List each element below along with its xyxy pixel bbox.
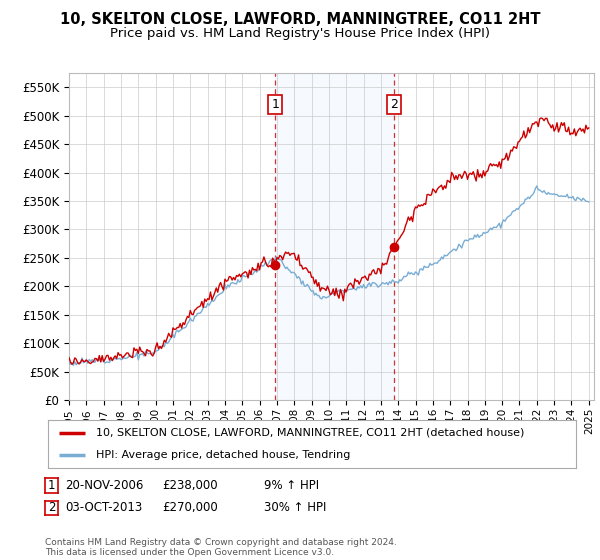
Text: HPI: Average price, detached house, Tendring: HPI: Average price, detached house, Tend… [95, 450, 350, 460]
Text: 9% ↑ HPI: 9% ↑ HPI [264, 479, 319, 492]
Text: 10, SKELTON CLOSE, LAWFORD, MANNINGTREE, CO11 2HT: 10, SKELTON CLOSE, LAWFORD, MANNINGTREE,… [60, 12, 540, 27]
Text: Contains HM Land Registry data © Crown copyright and database right 2024.
This d: Contains HM Land Registry data © Crown c… [45, 538, 397, 557]
Text: 10, SKELTON CLOSE, LAWFORD, MANNINGTREE, CO11 2HT (detached house): 10, SKELTON CLOSE, LAWFORD, MANNINGTREE,… [95, 428, 524, 438]
Bar [275, 73, 394, 400]
Text: 30% ↑ HPI: 30% ↑ HPI [264, 501, 326, 515]
Text: 20-NOV-2006: 20-NOV-2006 [65, 479, 143, 492]
Text: 03-OCT-2013: 03-OCT-2013 [65, 501, 142, 515]
Text: 1: 1 [271, 97, 279, 111]
Text: 2: 2 [390, 97, 398, 111]
Text: 2: 2 [48, 501, 55, 515]
Text: £238,000: £238,000 [162, 479, 218, 492]
Text: £270,000: £270,000 [162, 501, 218, 515]
Text: Price paid vs. HM Land Registry's House Price Index (HPI): Price paid vs. HM Land Registry's House … [110, 27, 490, 40]
Text: 1: 1 [48, 479, 55, 492]
